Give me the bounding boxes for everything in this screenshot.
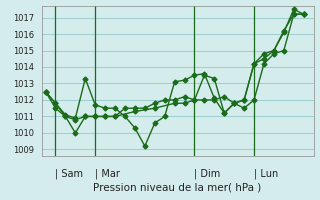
Text: | Lun: | Lun [254, 168, 278, 179]
Text: Pression niveau de la mer( hPa ): Pression niveau de la mer( hPa ) [93, 183, 262, 193]
Text: | Dim: | Dim [195, 168, 221, 179]
Text: | Sam: | Sam [55, 168, 84, 179]
Text: | Mar: | Mar [95, 168, 120, 179]
